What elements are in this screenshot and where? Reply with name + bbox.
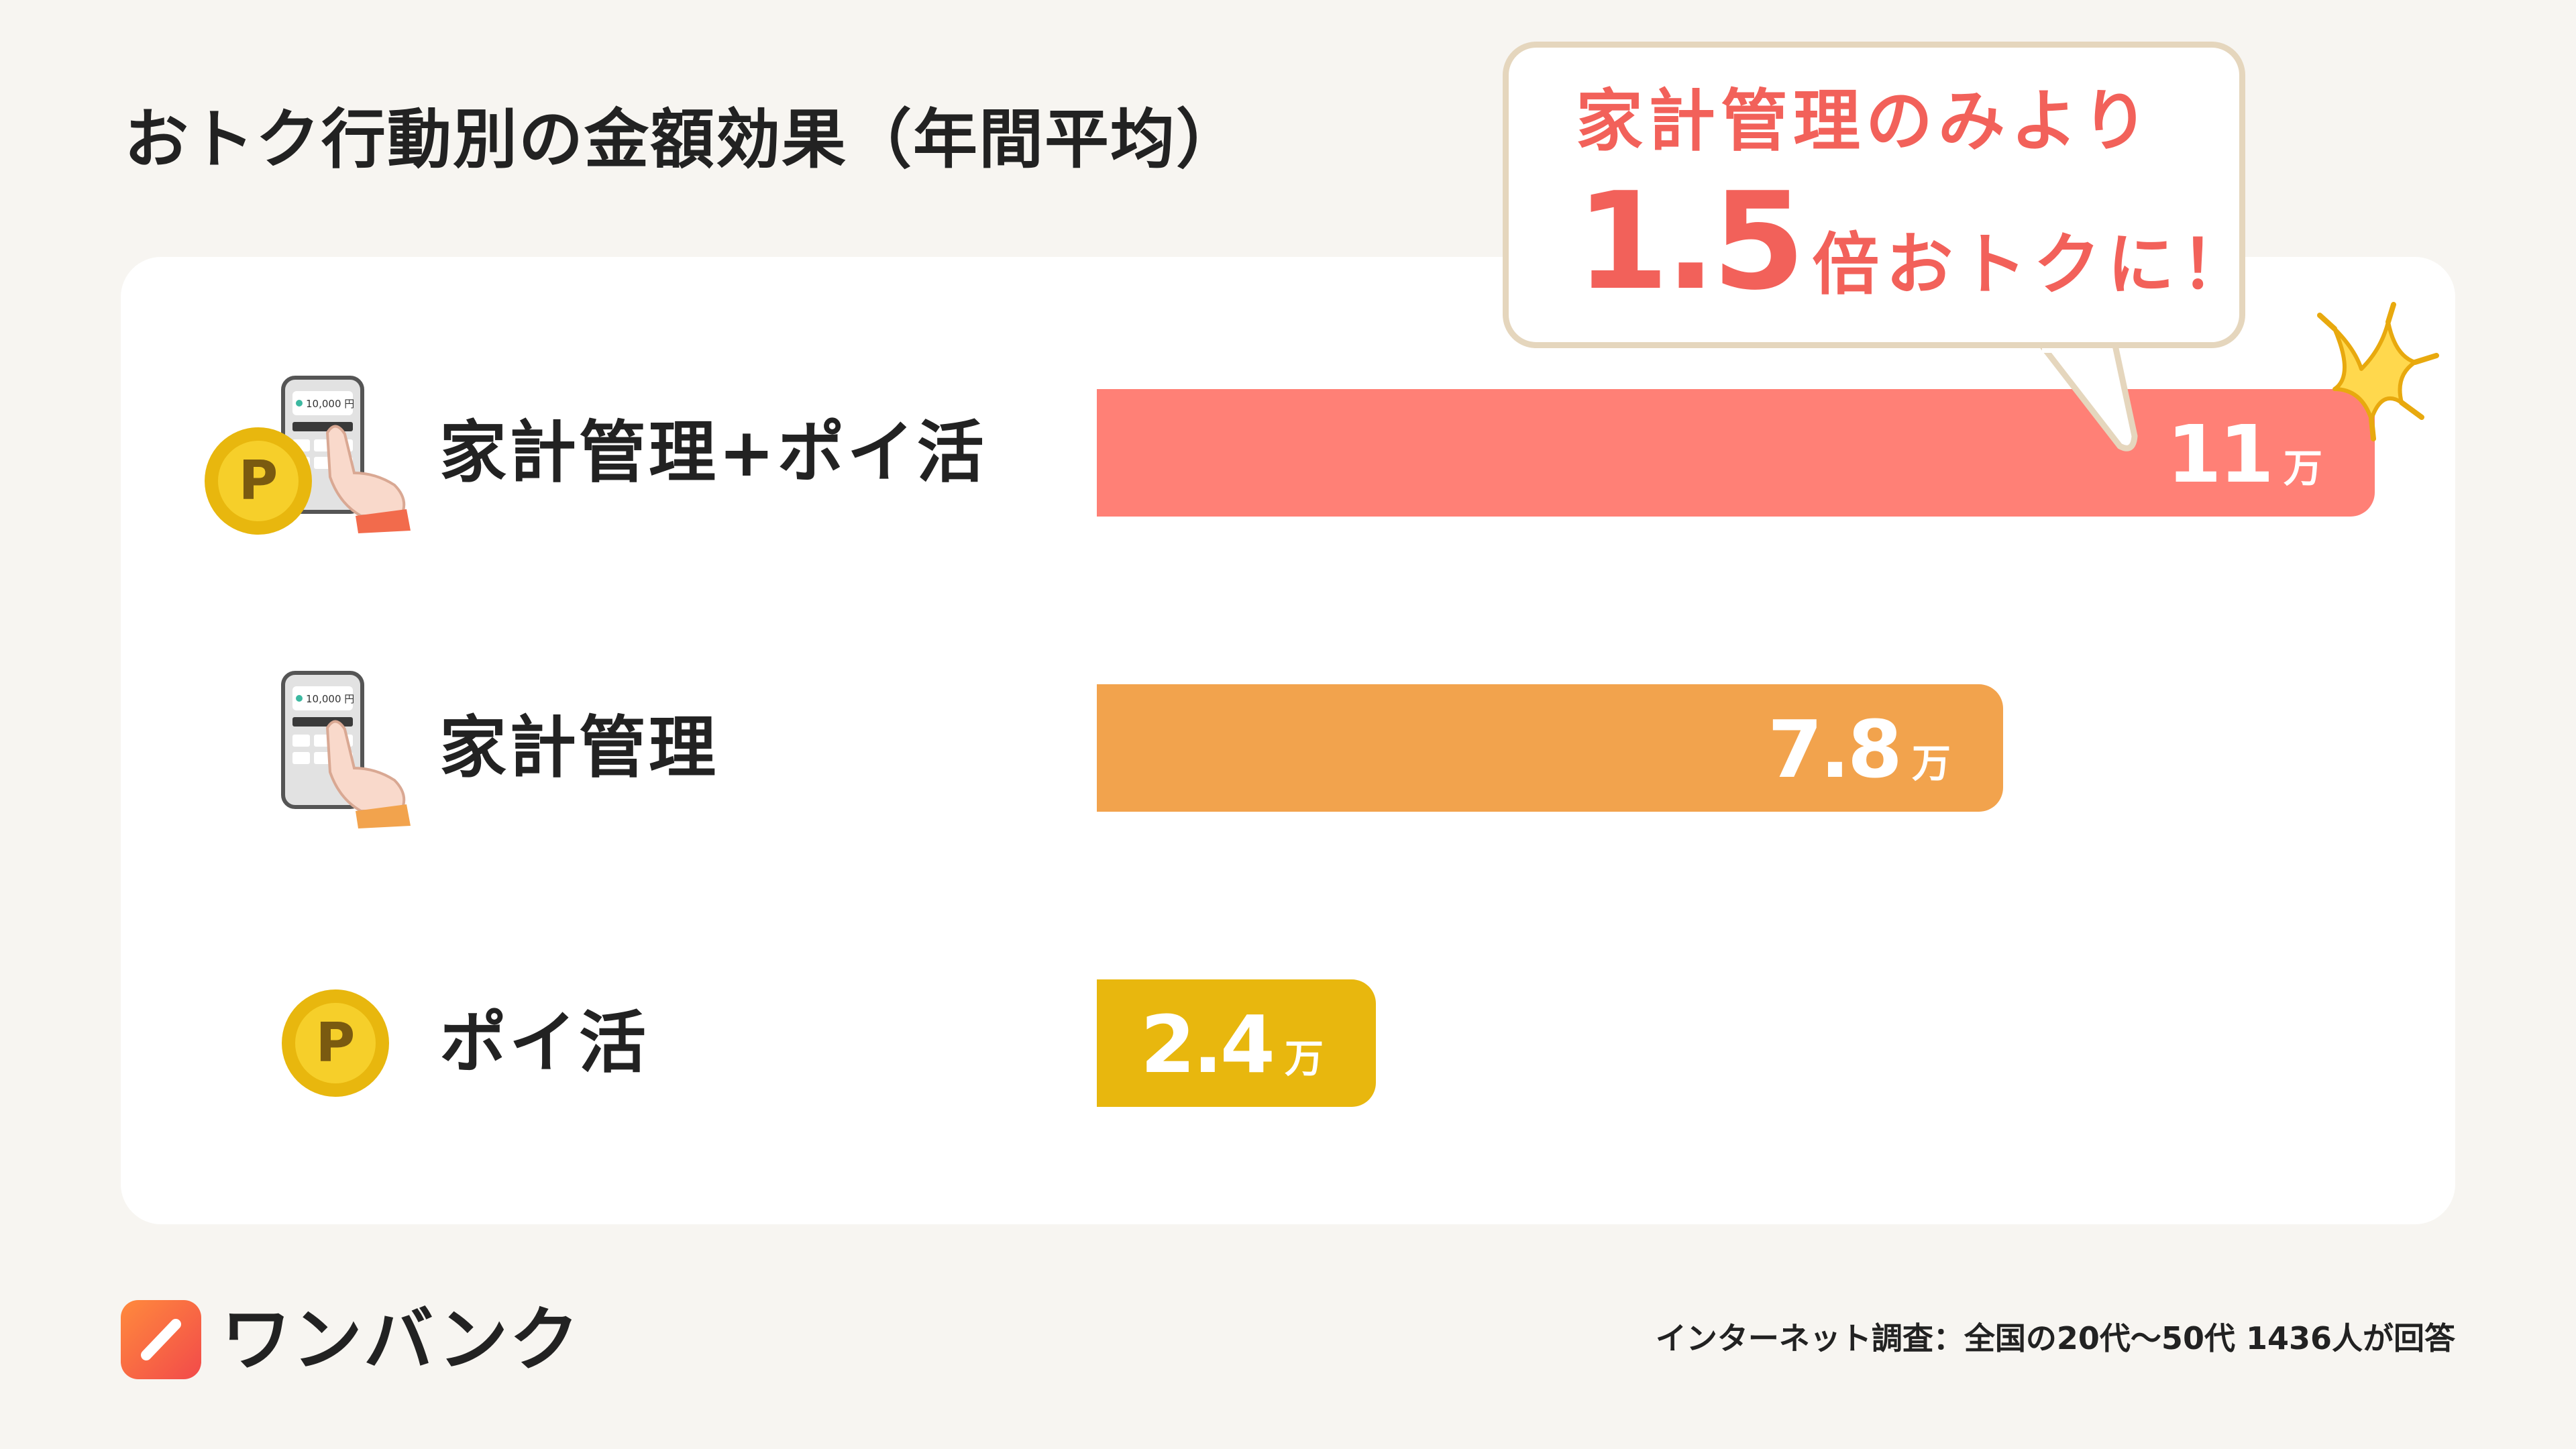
callout-line1: 家計管理のみより <box>1576 82 2154 160</box>
bar-value-number-2: 2.4 <box>1140 998 1275 1091</box>
category-label-2: ポイ活 <box>439 1004 649 1082</box>
bar-value-unit-2: 万 <box>1284 1036 1324 1081</box>
bar-value-1: 7.8 万 <box>1768 710 1951 789</box>
category-label-0: 家計管理+ポイ活 <box>439 413 987 492</box>
phone-screen-text: 10,000 円 <box>306 398 354 410</box>
point-coin-icon: P <box>282 989 389 1097</box>
coin-letter: P <box>239 449 278 512</box>
callout-line2-text: 倍おトクに！ <box>1812 225 2255 304</box>
point-coin-icon: P <box>205 427 312 535</box>
brand-name: ワンバンク <box>221 1299 581 1381</box>
phone-screen-text: 10,000 円 <box>306 693 354 705</box>
bar-value-number-0: 11 <box>2166 408 2274 500</box>
phone-tap-icon: 10,000 円 <box>281 671 411 828</box>
callout-multiplier: 1.5 <box>1576 164 1805 320</box>
bar-0: 11 万 <box>1097 389 2375 517</box>
survey-footnote: インターネット調査：全国の20代〜50代 1436人が回答 <box>1655 1320 2455 1356</box>
page-title: おトク行動別の金額効果（年間平均） <box>124 102 1242 177</box>
brand-mark-icon <box>121 1300 201 1379</box>
callout-tail <box>2036 335 2138 451</box>
bar-value-unit-0: 万 <box>2283 445 2322 491</box>
category-label-1: 家計管理 <box>439 708 718 787</box>
bar-value-2: 2.4 万 <box>1140 1005 1324 1084</box>
bar-value-0: 11 万 <box>2167 415 2322 494</box>
coin-letter: P <box>316 1012 356 1074</box>
bar-2: 2.4 万 <box>1097 979 1376 1107</box>
bar-value-number-1: 7.8 <box>1767 703 1902 796</box>
callout-bubble: 家計管理のみより 1.5 倍おトクに！ <box>1503 42 2248 348</box>
bar-value-unit-1: 万 <box>1911 741 1951 786</box>
sparkle-icon <box>2317 302 2439 441</box>
callout-line2: 1.5 倍おトクに！ <box>1576 175 2255 309</box>
bar-1: 7.8 万 <box>1097 684 2003 812</box>
